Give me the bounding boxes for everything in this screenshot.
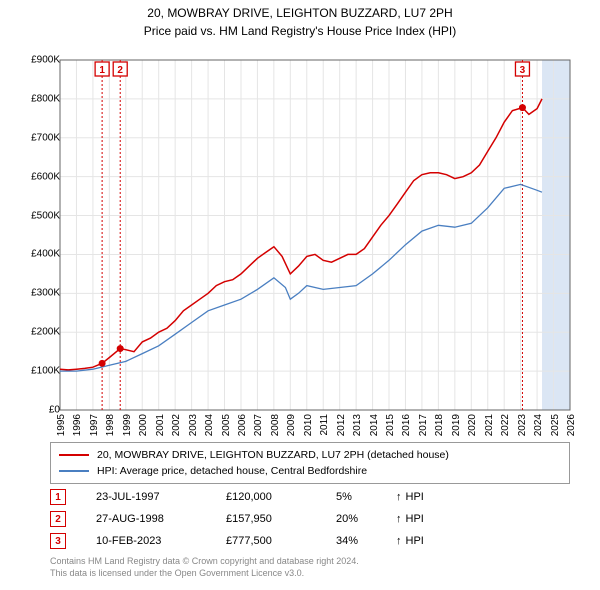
- footer-line1: Contains HM Land Registry data © Crown c…: [50, 556, 359, 568]
- x-tick-label: 2019: [451, 414, 462, 436]
- legend-item-property: 20, MOWBRAY DRIVE, LEIGHTON BUZZARD, LU7…: [59, 447, 561, 463]
- svg-text:3: 3: [520, 65, 526, 76]
- x-tick-label: 2016: [401, 414, 412, 436]
- x-tick-label: 2004: [204, 414, 215, 436]
- x-tick-label: 2026: [566, 414, 577, 436]
- sale-date-2: 27-AUG-1998: [96, 513, 226, 525]
- sale-price-3: £777,500: [226, 535, 336, 547]
- x-tick-label: 2008: [270, 414, 281, 436]
- chart-container: 20, MOWBRAY DRIVE, LEIGHTON BUZZARD, LU7…: [0, 0, 600, 590]
- x-tick-label: 2024: [533, 414, 544, 436]
- sale-arrow-1: ↑: [396, 491, 402, 503]
- sales-table: 1 23-JUL-1997 £120,000 5% ↑ HPI 2 27-AUG…: [50, 486, 424, 552]
- x-tick-label: 2018: [434, 414, 445, 436]
- x-tick-label: 2014: [369, 414, 380, 436]
- footer-line2: This data is licensed under the Open Gov…: [50, 568, 359, 580]
- legend: 20, MOWBRAY DRIVE, LEIGHTON BUZZARD, LU7…: [50, 442, 570, 484]
- svg-text:1: 1: [99, 65, 105, 76]
- x-tick-label: 2021: [484, 414, 495, 436]
- x-tick-label: 2022: [500, 414, 511, 436]
- x-tick-label: 2025: [550, 414, 561, 436]
- y-tick-label: £900K: [31, 55, 60, 66]
- y-tick-label: £600K: [31, 171, 60, 182]
- x-tick-label: 1995: [56, 414, 67, 436]
- y-tick-label: £400K: [31, 249, 60, 260]
- x-tick-label: 2009: [286, 414, 297, 436]
- sale-arrow-2: ↑: [396, 513, 402, 525]
- sale-marker-num-2: 2: [55, 514, 61, 525]
- svg-text:2: 2: [117, 65, 123, 76]
- chart-title-line1: 20, MOWBRAY DRIVE, LEIGHTON BUZZARD, LU7…: [0, 6, 600, 20]
- sale-pct-2: 20%: [336, 513, 396, 525]
- x-tick-label: 2023: [517, 414, 528, 436]
- x-tick-label: 2006: [237, 414, 248, 436]
- sale-marker-num-1: 1: [55, 492, 61, 503]
- sale-pct-1: 5%: [336, 491, 396, 503]
- y-tick-label: £500K: [31, 210, 60, 221]
- sale-marker-1: 1: [50, 489, 66, 505]
- x-tick-label: 2005: [221, 414, 232, 436]
- x-tick-label: 2011: [319, 414, 330, 436]
- x-tick-label: 2010: [303, 414, 314, 436]
- sale-row-2: 2 27-AUG-1998 £157,950 20% ↑ HPI: [50, 508, 424, 530]
- chart-svg: 1 2 3: [50, 50, 580, 420]
- chart-title-line2: Price paid vs. HM Land Registry's House …: [0, 24, 600, 38]
- sale-marker-3: 3: [50, 533, 66, 549]
- x-tick-label: 2001: [155, 414, 166, 436]
- legend-label-property: 20, MOWBRAY DRIVE, LEIGHTON BUZZARD, LU7…: [97, 449, 449, 461]
- legend-label-hpi: HPI: Average price, detached house, Cent…: [97, 465, 367, 477]
- sale-suffix-2: HPI: [406, 513, 424, 525]
- x-tick-label: 1997: [89, 414, 100, 436]
- y-tick-label: £700K: [31, 132, 60, 143]
- sale-suffix-3: HPI: [406, 535, 424, 547]
- y-tick-label: £100K: [31, 366, 60, 377]
- sale-row-3: 3 10-FEB-2023 £777,500 34% ↑ HPI: [50, 530, 424, 552]
- x-tick-label: 1996: [72, 414, 83, 436]
- sale-date-3: 10-FEB-2023: [96, 535, 226, 547]
- chart-plot-area: 1 2 3: [50, 50, 580, 420]
- legend-item-hpi: HPI: Average price, detached house, Cent…: [59, 463, 561, 479]
- x-tick-label: 2000: [138, 414, 149, 436]
- x-tick-label: 2020: [467, 414, 478, 436]
- sale-suffix-1: HPI: [406, 491, 424, 503]
- legend-swatch-property: [59, 454, 89, 456]
- x-tick-label: 2013: [352, 414, 363, 436]
- sale-pct-3: 34%: [336, 535, 396, 547]
- sale-marker-num-3: 3: [55, 536, 61, 547]
- x-tick-label: 2003: [188, 414, 199, 436]
- x-tick-label: 2002: [171, 414, 182, 436]
- sale-date-1: 23-JUL-1997: [96, 491, 226, 503]
- x-tick-label: 2012: [336, 414, 347, 436]
- sale-arrow-3: ↑: [396, 535, 402, 547]
- sale-marker-2: 2: [50, 511, 66, 527]
- y-tick-label: £800K: [31, 93, 60, 104]
- y-tick-label: £300K: [31, 288, 60, 299]
- x-tick-label: 1998: [105, 414, 116, 436]
- legend-swatch-hpi: [59, 470, 89, 472]
- x-tick-label: 2017: [418, 414, 429, 436]
- y-tick-label: £200K: [31, 327, 60, 338]
- footer: Contains HM Land Registry data © Crown c…: [50, 556, 359, 579]
- sale-price-2: £157,950: [226, 513, 336, 525]
- x-tick-label: 2015: [385, 414, 396, 436]
- x-tick-label: 2007: [253, 414, 264, 436]
- sale-price-1: £120,000: [226, 491, 336, 503]
- sale-row-1: 1 23-JUL-1997 £120,000 5% ↑ HPI: [50, 486, 424, 508]
- x-tick-label: 1999: [122, 414, 133, 436]
